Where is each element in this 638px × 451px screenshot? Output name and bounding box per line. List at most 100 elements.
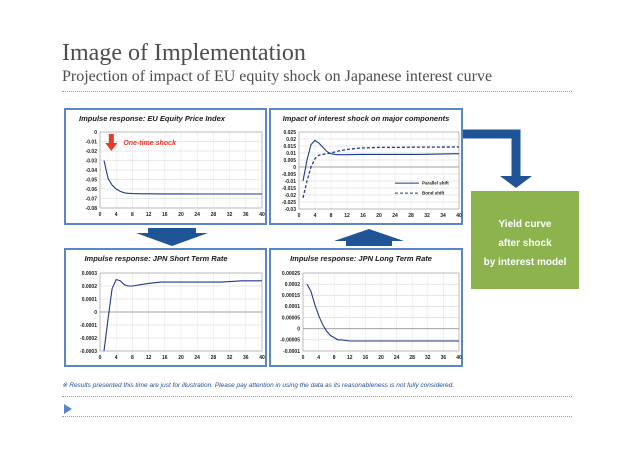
arrow-up-icon: [334, 229, 404, 246]
x-tick-label: 4: [115, 355, 118, 361]
x-tick-label: 32: [425, 355, 431, 361]
x-tick-label: 4: [115, 212, 118, 218]
y-tick-label: 0.0002: [285, 282, 301, 288]
chart-major-components: Impact of interest shock on major compon…: [282, 114, 462, 219]
chart-title: Impact of interest shock on major compon…: [283, 114, 450, 123]
x-tick-label: 8: [330, 213, 333, 219]
y-tick-label: -0.005: [282, 172, 296, 178]
x-tick-label: 40: [259, 355, 265, 361]
x-tick-label: 0: [99, 212, 102, 218]
y-tick-label: 0.00025: [282, 271, 300, 277]
y-tick-label: -0.0001: [283, 349, 300, 355]
arrow-down-icon: [136, 228, 208, 246]
red-arrow-down-icon: [105, 143, 118, 151]
series-line: [306, 283, 459, 342]
divider: [62, 396, 572, 397]
x-tick-label: 24: [394, 355, 400, 361]
x-tick-label: 8: [131, 212, 134, 218]
x-tick-label: 16: [363, 355, 369, 361]
y-tick-label: -0.03: [86, 158, 98, 164]
x-tick-label: 12: [146, 212, 152, 218]
page-title: Image of Implementation: [62, 40, 306, 66]
legend-label: Parallel shift: [422, 181, 449, 186]
x-tick-label: 24: [392, 213, 398, 219]
x-tick-label: 28: [409, 355, 415, 361]
plot-frame: [302, 272, 460, 352]
chart-panel-jpn-short: Impulse response: JPN Short Term Rate 0.0…: [64, 248, 267, 367]
y-tick-label: 0: [293, 165, 296, 171]
y-tick-label: -0.05: [86, 177, 98, 183]
x-tick-label: 36: [243, 355, 249, 361]
legend-label: Bond shift: [422, 191, 445, 196]
series-line: [103, 160, 262, 195]
y-tick-label: 0.01: [286, 151, 296, 157]
y-tick-label: -0.03: [285, 207, 297, 213]
x-tick-label: 32: [424, 213, 430, 219]
y-tick-label: 0.015: [283, 144, 296, 150]
y-tick-label: -0.02: [285, 193, 297, 199]
x-tick-label: 16: [162, 355, 168, 361]
annotation-label: One-time shock: [123, 140, 177, 147]
x-tick-label: 28: [211, 355, 217, 361]
x-tick-label: 32: [227, 212, 233, 218]
y-tick-label: 0.005: [283, 158, 296, 164]
x-tick-label: 12: [146, 355, 152, 361]
x-tick-label: 28: [408, 213, 414, 219]
x-tick-label: 12: [344, 213, 350, 219]
x-tick-label: 4: [314, 213, 317, 219]
y-tick-label: -0.02: [86, 149, 98, 155]
annotation-arrow-stem: [108, 134, 114, 143]
series-line-bond-shift: [302, 146, 460, 198]
y-tick-label: 0.00015: [282, 293, 300, 299]
y-tick-label: 0: [297, 327, 300, 333]
y-tick-label: -0.0001: [80, 323, 97, 329]
chart-eu-equity: Impulse response: EU Equity Price Index 0…: [79, 114, 265, 218]
chart-jpn-short-rate: Impulse response: JPN Short Term Rate 0.0…: [80, 254, 265, 361]
y-tick-label: 0.0001: [285, 304, 301, 310]
chart-panel-eu-equity: Impulse response: EU Equity Price Index 0…: [64, 108, 267, 225]
x-tick-label: 36: [441, 355, 447, 361]
x-tick-label: 0: [298, 213, 301, 219]
series-line: [103, 278, 262, 352]
x-tick-label: 8: [333, 355, 336, 361]
x-tick-label: 28: [211, 212, 217, 218]
x-tick-label: 34: [440, 213, 446, 219]
chart-title: Impulse response: JPN Long Term Rate: [290, 254, 432, 263]
y-tick-label: 0.02: [286, 137, 296, 143]
chart-title: Impulse response: EU Equity Price Index: [79, 114, 226, 123]
x-tick-label: 0: [302, 355, 305, 361]
y-tick-label: -0.06: [86, 187, 98, 193]
y-tick-label: 0: [94, 130, 97, 136]
callout-line-2: after shock: [498, 238, 552, 249]
plot-frame: [99, 131, 263, 209]
x-tick-label: 20: [178, 212, 184, 218]
y-tick-label: 0.0002: [82, 284, 98, 290]
y-tick-label: -0.01: [86, 139, 98, 145]
x-tick-label: 4: [317, 355, 320, 361]
x-tick-label: 40: [259, 212, 265, 218]
y-tick-label: 0.025: [283, 130, 296, 136]
callout-line-1: Yield curve: [498, 219, 552, 230]
x-tick-label: 32: [227, 355, 233, 361]
x-tick-label: 0: [99, 355, 102, 361]
chart-jpn-long-rate: Impulse response: JPN Long Term Rate 0.00…: [280, 254, 462, 361]
plot-frame: [298, 131, 460, 210]
x-tick-label: 24: [194, 355, 200, 361]
x-tick-label: 12: [347, 355, 353, 361]
divider: [62, 416, 572, 417]
y-tick-label: -0.07: [86, 196, 98, 202]
x-tick-label: 20: [378, 355, 384, 361]
chart-panel-major-components: Impact of interest shock on major compon…: [269, 108, 463, 225]
y-tick-label: 0.0001: [82, 297, 98, 303]
arrow-down-to-callout-icon: [500, 176, 532, 188]
triangle-bullet-icon: [64, 404, 72, 414]
x-tick-label: 20: [178, 355, 184, 361]
x-tick-label: 40: [456, 213, 462, 219]
y-tick-label: -0.08: [86, 206, 98, 212]
chart-panel-jpn-long: Impulse response: JPN Long Term Rate 0.00…: [269, 248, 463, 367]
divider: [62, 91, 572, 92]
x-tick-label: 20: [376, 213, 382, 219]
yield-curve-callout: Yield curve after shock by interest mode…: [471, 191, 579, 289]
y-tick-label: -0.00005: [280, 338, 300, 344]
x-tick-label: 16: [162, 212, 168, 218]
